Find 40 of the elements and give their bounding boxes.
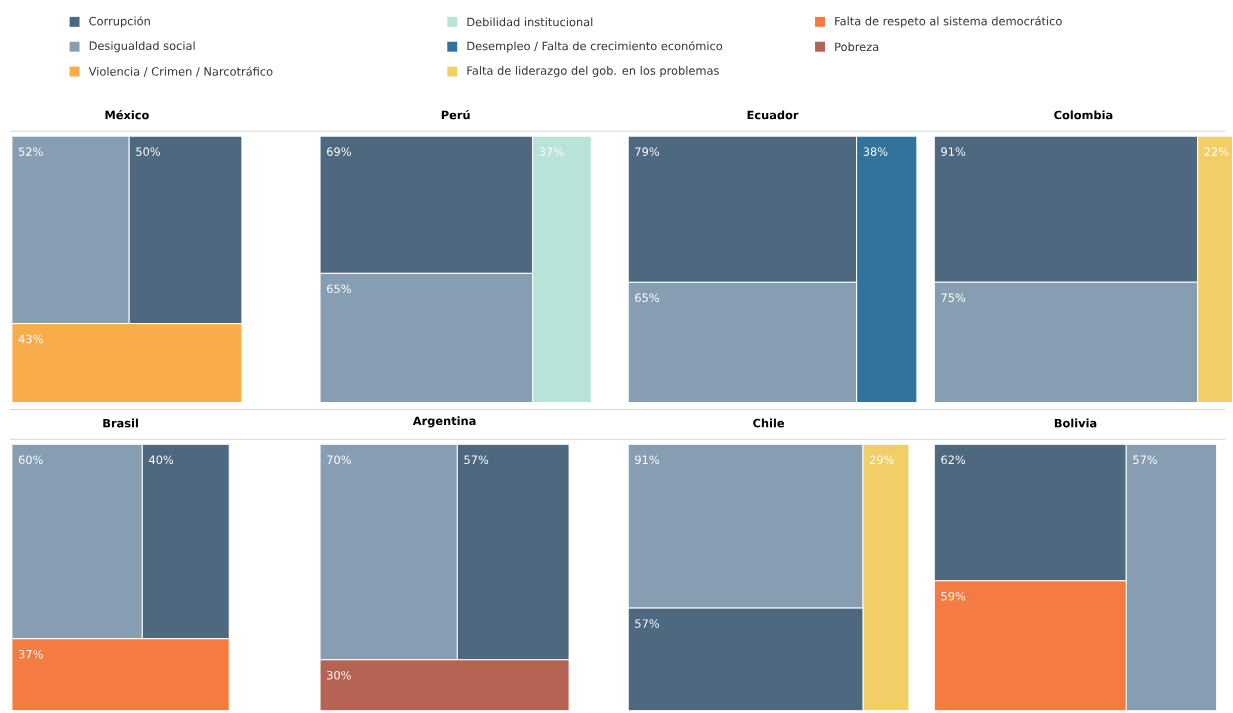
text: Bolivia (1054, 418, 1097, 428)
data-label: 57% (464, 455, 489, 465)
data-label: 91% (635, 455, 660, 465)
text: Brasil (103, 418, 138, 428)
data-label: 57% (635, 619, 660, 629)
data-label: 38% (863, 147, 888, 157)
data-label: 65% (635, 293, 660, 303)
data-label: 70% (327, 455, 351, 465)
text: México (105, 110, 149, 120)
data-label: 37% (539, 147, 564, 157)
data-label: 29% (869, 455, 894, 465)
category-label: Violencia / Crimen / Narcotráfico (88, 66, 273, 77)
data-label: 65% (327, 284, 351, 294)
text: Ecuador (747, 110, 799, 120)
data-label: 30% (327, 671, 351, 680)
data-label: 75% (941, 293, 966, 303)
data-label: 50% (136, 147, 161, 157)
text: Perú (441, 110, 470, 120)
category-label: Debilidad institucional (467, 17, 593, 27)
data-label: 57% (1133, 455, 1158, 465)
category-label: Desigualdad social (89, 41, 195, 53)
category-label: Desempleo / Falta de crecimiento económico (467, 41, 723, 53)
text: Argentina (412, 416, 476, 428)
data-label: 52% (18, 147, 43, 157)
data-label: 62% (941, 455, 966, 465)
data-label: 43% (18, 334, 43, 344)
data-label: 60% (18, 455, 43, 465)
category-label: Falta de respeto al sistema democrático (835, 16, 1062, 28)
data-label: 79% (635, 147, 660, 157)
data-label: 69% (327, 147, 351, 157)
data-label: 91% (941, 147, 966, 157)
data-label: 22% (1204, 147, 1229, 157)
category-label: Falta de liderazgo del gob. en los problemas (467, 66, 719, 78)
category-label: Pobreza (835, 42, 879, 52)
data-label: 37% (18, 650, 43, 659)
data-label: 59% (941, 592, 966, 601)
data-label: 40% (149, 455, 174, 465)
text: Colombia (1054, 110, 1113, 120)
text: Chile (753, 418, 785, 428)
category-label: Corrupción (89, 16, 150, 28)
